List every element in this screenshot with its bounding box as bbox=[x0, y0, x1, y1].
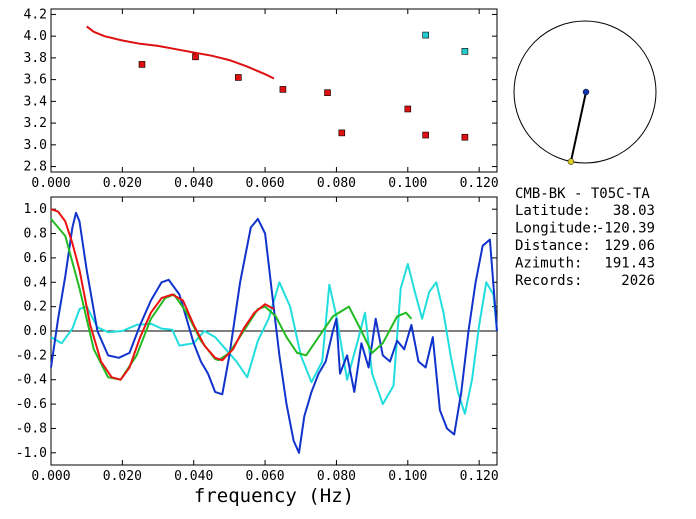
info-value: 38.03 bbox=[613, 203, 655, 219]
x-tick-label: 0.060 bbox=[246, 469, 285, 484]
y-tick-label: -0.4 bbox=[16, 373, 47, 388]
data-point bbox=[192, 53, 199, 61]
y-tick-label: 0.2 bbox=[24, 300, 47, 315]
data-point bbox=[422, 31, 429, 39]
info-label: Longitude: bbox=[515, 221, 599, 237]
y-tick-label: 0.6 bbox=[24, 251, 47, 266]
y-tick-label: 0.0 bbox=[24, 324, 47, 339]
data-point bbox=[324, 89, 331, 96]
y-tick-label: 2.8 bbox=[24, 160, 47, 175]
velocity-panel: 2.8 3.0 3.2 3.4 3.6 3.8 4.0 4.2 0.000 0.020 0.040… bbox=[24, 7, 499, 191]
info-value: -120.39 bbox=[596, 221, 655, 237]
azimuth-circle bbox=[513, 20, 657, 164]
x-tick-label: 0.100 bbox=[388, 176, 427, 191]
series-line bbox=[50, 208, 275, 381]
info-label: Records: bbox=[515, 273, 582, 289]
x-tick-label: 0.120 bbox=[460, 469, 499, 484]
info-label: Latitude: bbox=[515, 203, 591, 219]
y-tick-label: -1.0 bbox=[16, 446, 47, 461]
top-plot-frame bbox=[50, 8, 498, 173]
y-tick-label: 1.0 bbox=[24, 202, 47, 217]
info-value: 2026 bbox=[621, 273, 655, 289]
azimuth-line bbox=[569, 91, 587, 162]
x-tick-label: 0.020 bbox=[103, 176, 142, 191]
y-tick-label: 3.0 bbox=[24, 138, 47, 153]
info-label: Distance: bbox=[515, 238, 591, 254]
y-tick-label: 3.8 bbox=[24, 51, 47, 66]
station-a-point bbox=[582, 88, 590, 96]
y-tick-label: -0.8 bbox=[16, 421, 47, 436]
x-tick-label: 0.060 bbox=[246, 176, 285, 191]
data-point bbox=[461, 48, 469, 55]
station-pair-title: CMB-BK - T05C-TA bbox=[515, 186, 650, 202]
x-tick-label: 0.000 bbox=[31, 469, 70, 484]
data-point bbox=[235, 74, 242, 81]
data-point bbox=[404, 105, 412, 113]
y-tick-label: -0.2 bbox=[16, 348, 47, 363]
series-line bbox=[86, 25, 275, 80]
series-line bbox=[50, 211, 498, 454]
data-point bbox=[138, 61, 146, 68]
data-point bbox=[422, 131, 429, 139]
x-tick-label: 0.120 bbox=[460, 176, 499, 191]
azimuth-widget bbox=[513, 20, 657, 165]
info-label: Azimuth: bbox=[515, 256, 582, 272]
station-b-point bbox=[567, 158, 575, 165]
y-tick-label: 4.2 bbox=[24, 7, 47, 22]
x-tick-label: 0.100 bbox=[388, 469, 427, 484]
x-tick-label: 0.000 bbox=[31, 176, 70, 191]
y-tick-label: 3.4 bbox=[24, 94, 48, 109]
data-point bbox=[279, 86, 287, 93]
y-tick-label: 3.6 bbox=[24, 73, 47, 88]
series-line bbox=[50, 263, 498, 415]
info-value: 129.06 bbox=[604, 238, 655, 254]
y-tick-label: 0.8 bbox=[24, 227, 47, 242]
y-tick-label: 0.4 bbox=[24, 275, 48, 290]
x-tick-label: 0.020 bbox=[103, 469, 142, 484]
coherence-panel: 1.0 0.8 0.6 0.4 0.2 0.0 -0.2 -0.4 -0.6 -0.8 -1.0 0… bbox=[16, 196, 499, 507]
info-value: 191.43 bbox=[604, 256, 655, 272]
station-info: CMB-BK - T05C-TA Latitude: 38.03 Longitude… bbox=[515, 186, 655, 289]
x-tick-label: 0.080 bbox=[317, 469, 356, 484]
data-point bbox=[461, 133, 469, 141]
x-axis-label: frequency (Hz) bbox=[194, 485, 354, 507]
x-tick-label: 0.040 bbox=[174, 469, 213, 484]
x-tick-label: 0.080 bbox=[317, 176, 356, 191]
y-tick-label: 4.0 bbox=[24, 29, 47, 44]
x-tick-label: 0.040 bbox=[174, 176, 213, 191]
y-tick-label: -0.6 bbox=[16, 397, 47, 412]
data-point bbox=[338, 129, 346, 137]
y-tick-label: 3.2 bbox=[24, 116, 47, 131]
